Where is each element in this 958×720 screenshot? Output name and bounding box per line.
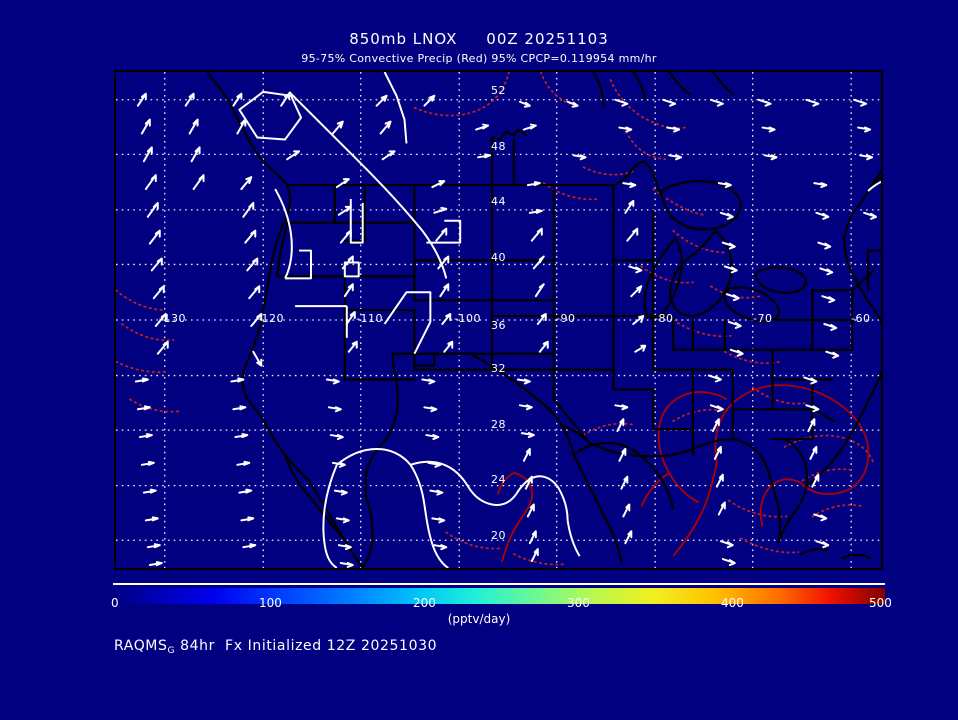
lat-tick-52: 52 bbox=[491, 84, 506, 97]
model-subscript: G bbox=[167, 646, 176, 656]
lon-tick-70: -70 bbox=[753, 312, 773, 325]
colorbar-tick-500: 500 bbox=[869, 596, 892, 610]
map-panel: 52 48 44 40 36 32 28 24 20 -130 -120 -11… bbox=[114, 70, 883, 570]
page-subtitle: 95-75% Convective Precip (Red) 95% CPCP=… bbox=[301, 52, 657, 65]
lat-tick-24: 24 bbox=[491, 473, 506, 486]
lon-tick-120: -120 bbox=[257, 312, 284, 325]
lon-tick-100: -100 bbox=[454, 312, 481, 325]
lon-tick-130: -130 bbox=[159, 312, 186, 325]
figure-caption: RAQMSG 84hr Fx Initialized 12Z 20251030 bbox=[114, 638, 438, 656]
lon-tick-80: -80 bbox=[654, 312, 674, 325]
lat-tick-40: 40 bbox=[491, 251, 506, 264]
lon-tick-90: -90 bbox=[556, 312, 576, 325]
lat-tick-20: 20 bbox=[491, 529, 506, 542]
colorbar-tick-100: 100 bbox=[259, 596, 282, 610]
map-graphics bbox=[116, 72, 881, 568]
colorbar-tick-200: 200 bbox=[413, 596, 436, 610]
lon-tick-60: -60 bbox=[851, 312, 871, 325]
lat-tick-32: 32 bbox=[491, 362, 506, 375]
lat-tick-28: 28 bbox=[491, 418, 506, 431]
colorbar-tick-400: 400 bbox=[721, 596, 744, 610]
page-title: 850mb LNOX 00Z 20251103 bbox=[349, 30, 609, 48]
colorbar bbox=[113, 588, 885, 604]
lat-tick-44: 44 bbox=[491, 195, 506, 208]
lnox-contours bbox=[238, 72, 881, 568]
lat-tick-48: 48 bbox=[491, 140, 506, 153]
caption-text: 84hr Fx Initialized 12Z 20251030 bbox=[175, 638, 438, 654]
lon-tick-110: -110 bbox=[356, 312, 383, 325]
lat-tick-36: 36 bbox=[491, 319, 506, 332]
model-name: RAQMS bbox=[114, 638, 168, 654]
colorbar-tick-300: 300 bbox=[567, 596, 590, 610]
wind-vectors bbox=[134, 92, 878, 568]
colorbar-top-rule bbox=[113, 583, 885, 585]
convective-precip-95-contours bbox=[497, 384, 870, 563]
colorbar-unit-label: (pptv/day) bbox=[447, 612, 511, 626]
colorbar-tick-0: 0 bbox=[111, 596, 119, 610]
